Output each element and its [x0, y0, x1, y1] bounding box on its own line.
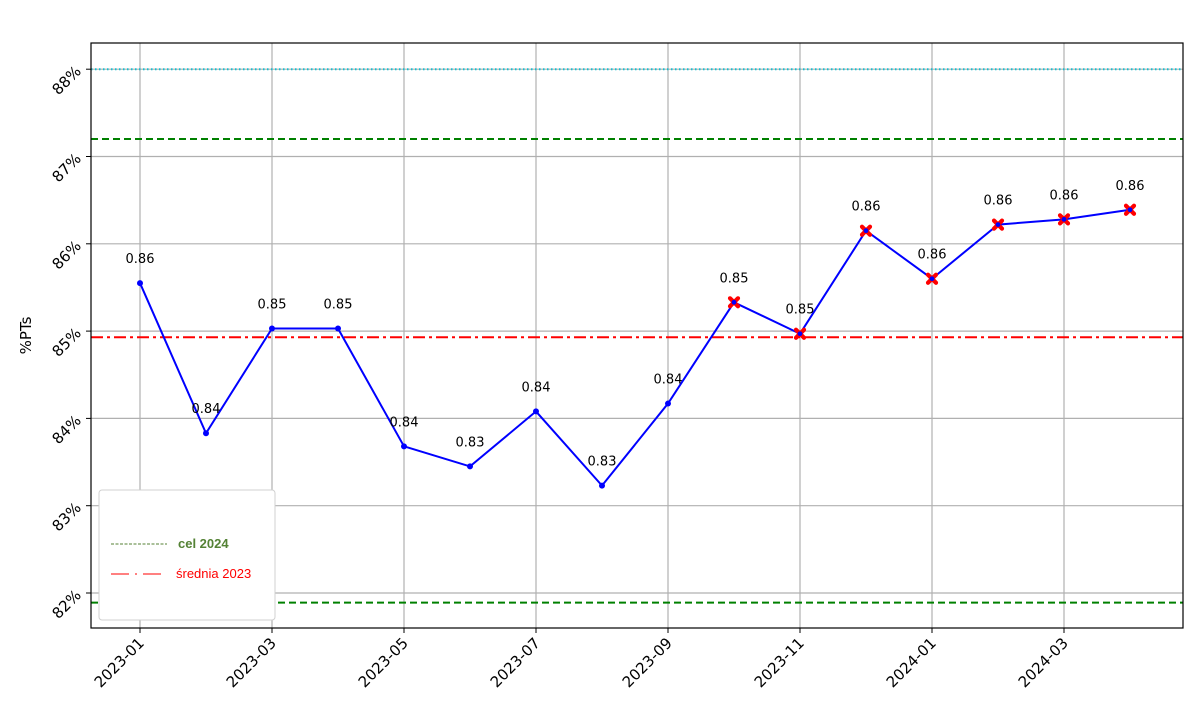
data-point-cross — [925, 272, 939, 285]
data-point — [401, 443, 407, 450]
data-label: 0.83 — [588, 455, 617, 470]
cross-center — [929, 276, 935, 282]
data-point — [203, 430, 209, 437]
data-label: 0.84 — [192, 402, 221, 417]
series — [137, 203, 1137, 489]
data-label: 0.85 — [258, 297, 287, 312]
legend: cel 2024 średnia 2023 — [98, 489, 276, 621]
cross-center — [863, 228, 869, 234]
data-label: 0.86 — [126, 252, 155, 267]
y-tick-label: 83% — [49, 499, 85, 535]
cross-center — [797, 331, 803, 337]
data-point-cross — [793, 327, 807, 340]
data-point — [335, 325, 341, 332]
legend-label-cel-2024: cel 2024 — [178, 536, 229, 551]
legend-label-srednia-2023: średnia 2023 — [176, 566, 251, 581]
y-tick-label: 85% — [49, 324, 85, 360]
data-labels: 0.86 0.84 0.85 0.85 0.84 0.83 0.84 0.83 0.84 0.85… — [126, 179, 1145, 470]
data-point — [269, 325, 275, 332]
cross-center — [731, 299, 737, 305]
y-tick-label: 82% — [49, 586, 85, 622]
data-point-cross — [1057, 213, 1071, 226]
data-label: 0.86 — [852, 200, 881, 215]
data-label: 0.86 — [1050, 188, 1079, 203]
data-label: 0.84 — [654, 373, 683, 388]
plot-frame — [90, 42, 1184, 629]
data-label: 0.84 — [522, 380, 551, 395]
data-point — [137, 280, 143, 287]
data-label: 0.83 — [456, 435, 485, 450]
data-label: 0.86 — [1116, 179, 1145, 194]
data-label: 0.86 — [918, 248, 947, 263]
x-tick-label: 2023-07 — [487, 634, 544, 691]
data-point-cross — [1123, 203, 1137, 216]
x-tick-label: 2024-01 — [883, 634, 940, 691]
x-tick-label: 2023-03 — [223, 634, 280, 691]
y-tick-label: 86% — [49, 237, 85, 273]
data-label: 0.85 — [720, 271, 749, 286]
data-point — [665, 400, 671, 407]
cross-center — [1127, 207, 1133, 213]
data-point — [599, 482, 605, 489]
data-point-cross — [727, 296, 741, 309]
y-axis-label: %PTs — [17, 316, 35, 354]
legend-box — [98, 489, 276, 621]
data-label: 0.85 — [324, 297, 353, 312]
cross-center — [995, 222, 1001, 227]
x-tick-label: 2023-11 — [751, 634, 808, 691]
data-label: 0.85 — [786, 303, 815, 318]
series-line — [139, 208, 1131, 488]
x-tick-label: 2023-09 — [619, 634, 676, 691]
data-point-cross — [991, 218, 1005, 231]
data-label: 0.86 — [984, 194, 1013, 209]
cross-center — [1061, 216, 1067, 222]
data-label: 0.84 — [390, 415, 419, 430]
data-point — [467, 463, 473, 470]
data-point — [533, 408, 539, 415]
y-tick-label: 88% — [49, 62, 85, 98]
x-tick-label: 2024-03 — [1015, 634, 1072, 691]
y-tick-label: 84% — [49, 412, 85, 448]
x-tick-label: 2023-05 — [355, 634, 412, 691]
data-point-cross — [859, 224, 873, 237]
y-tick-label: 87% — [49, 150, 85, 186]
x-tick-label: 2023-01 — [91, 634, 148, 691]
